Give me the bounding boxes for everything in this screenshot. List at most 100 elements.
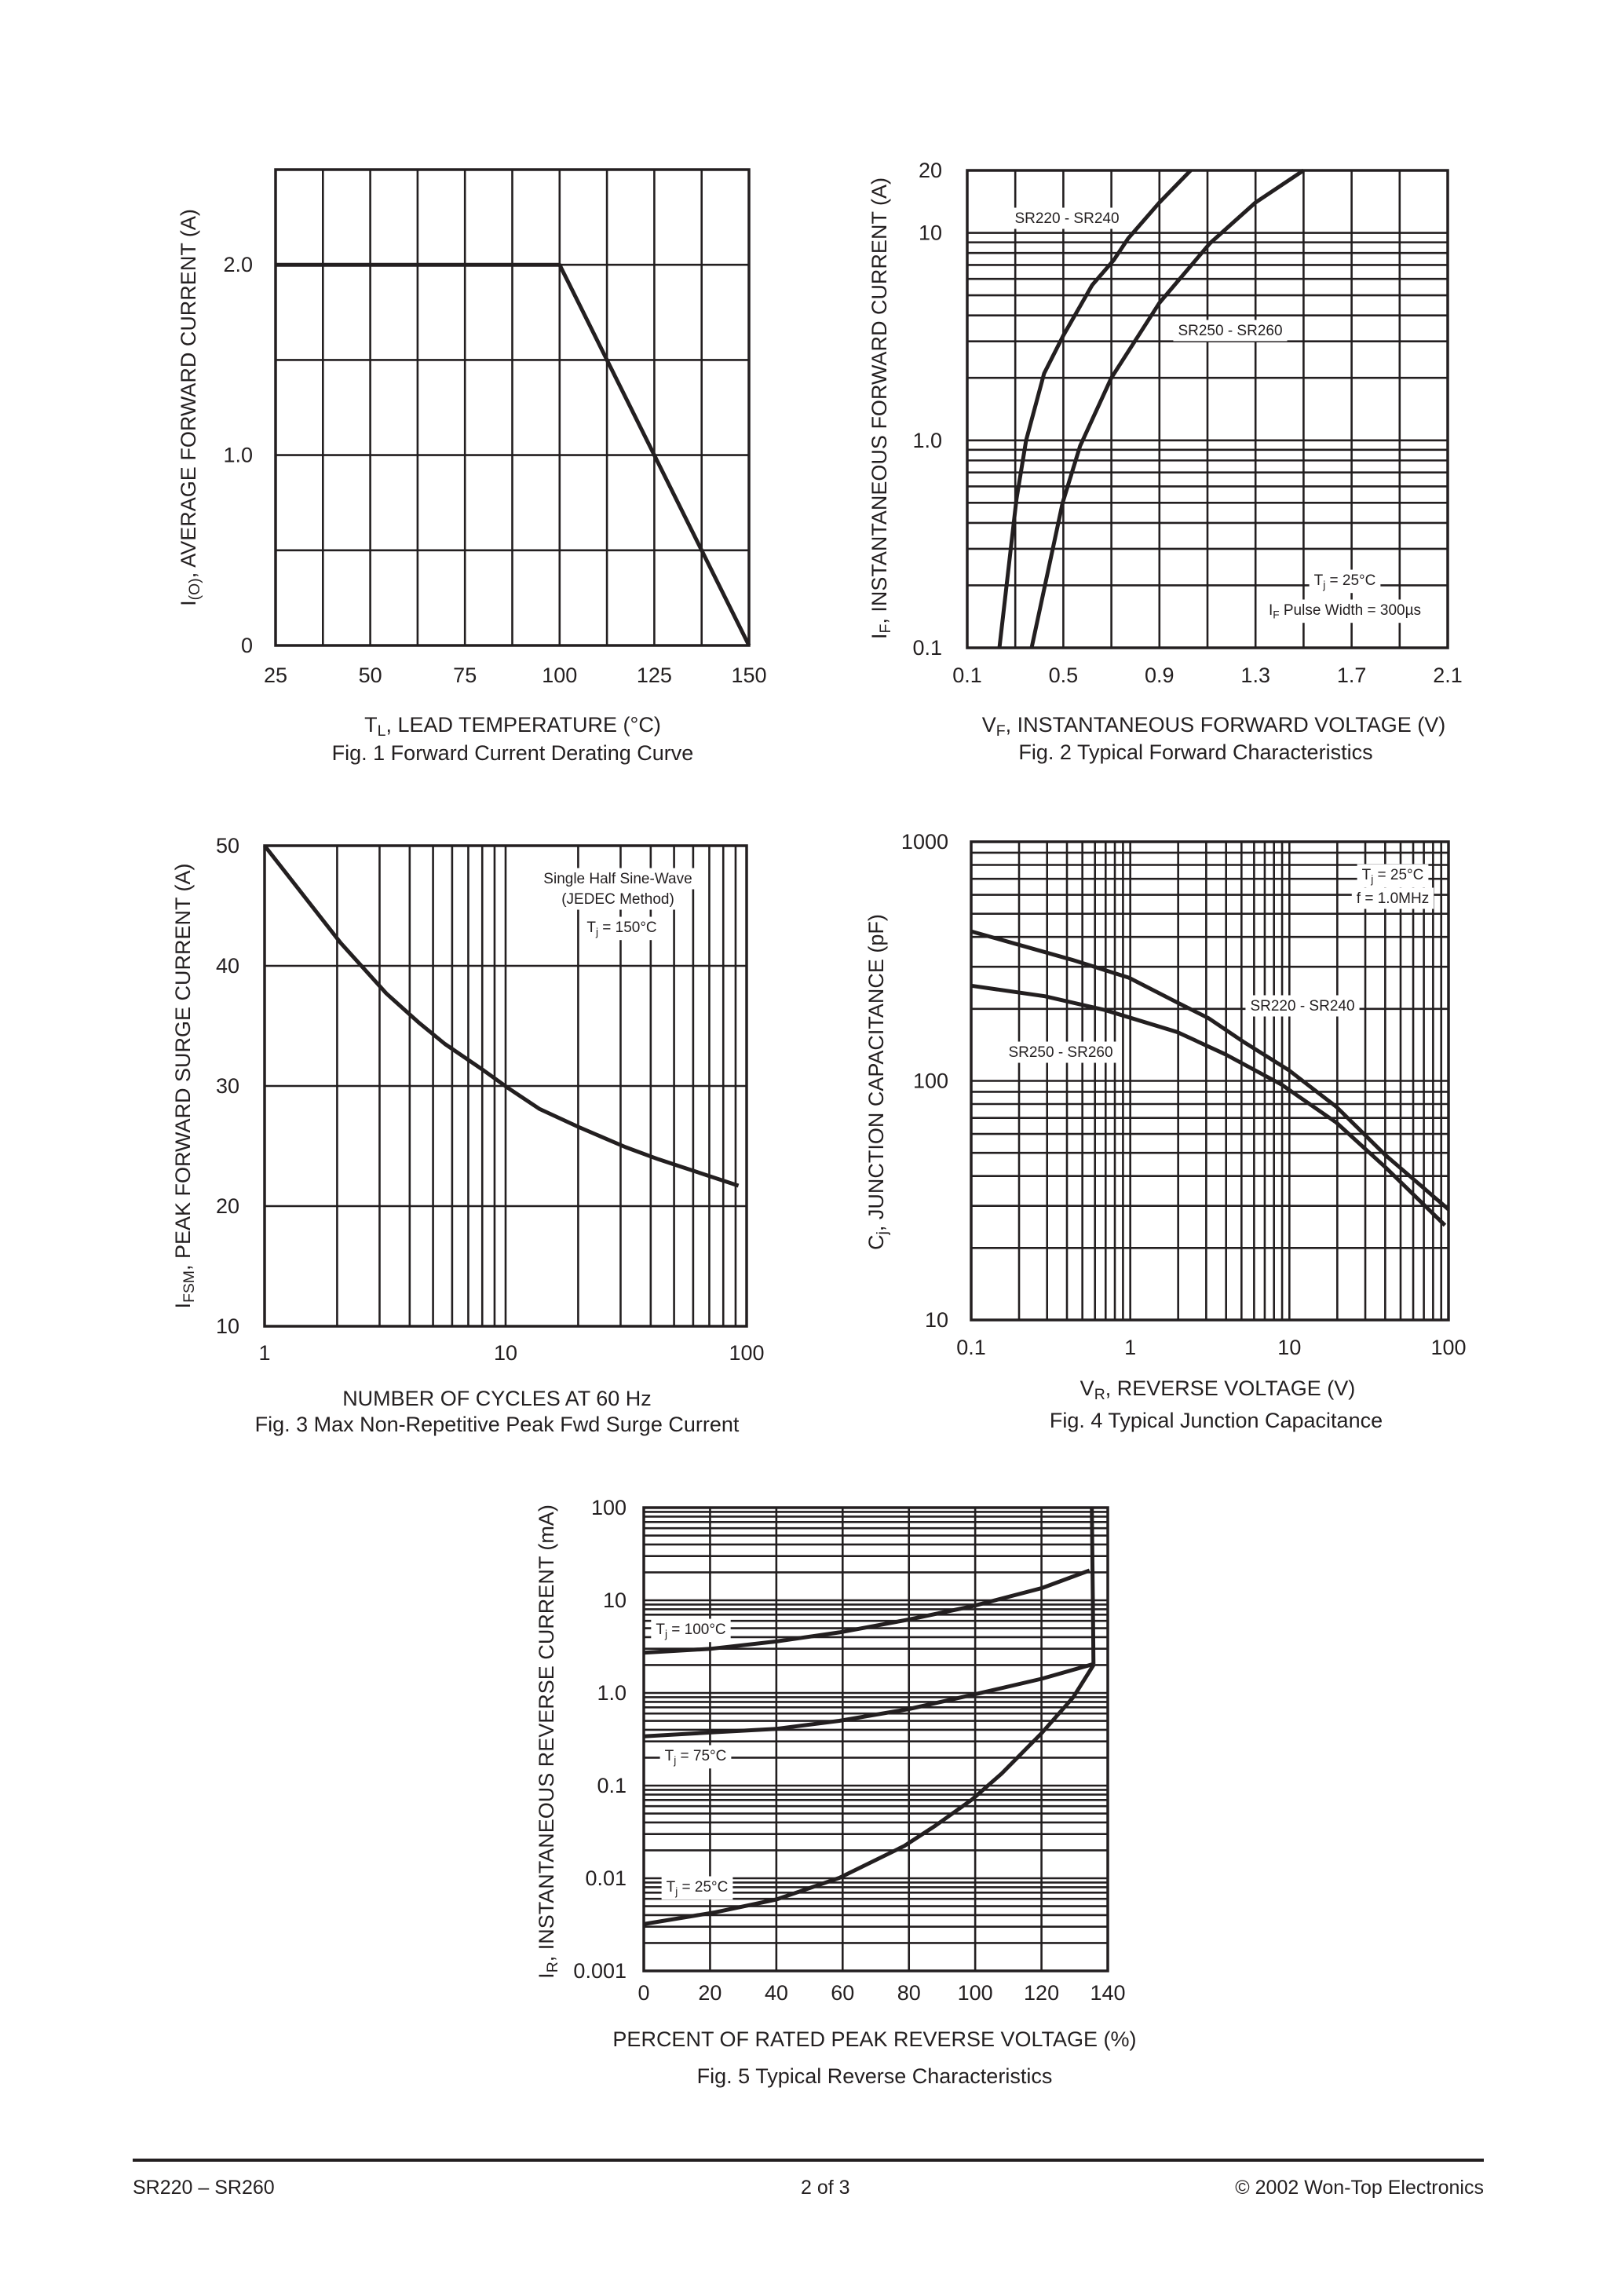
grid	[274, 168, 751, 647]
y-tick-label: 10	[925, 1308, 948, 1332]
y-tick-label: 1.0	[597, 1681, 627, 1705]
y-axis-label-main: I	[535, 1972, 558, 1979]
y-tick-label: 0.1	[912, 636, 942, 660]
x-tick-label: 120	[1024, 1981, 1059, 2005]
y-axis-label-subscript: (O)	[186, 578, 203, 600]
annotation-label-main: T	[667, 1879, 676, 1896]
annotation-label-main: T	[665, 1748, 674, 1764]
annotation-label-subscript: j	[1322, 579, 1325, 590]
x-axis-label-main: NUMBER OF CYCLES AT 60 Hz	[342, 1387, 652, 1410]
x-tick-label: 100	[542, 664, 577, 687]
y-tick-label: 1.0	[223, 444, 253, 467]
x-tick-label: 25	[264, 664, 287, 687]
annotation-label-main: SR220 - SR240	[1250, 998, 1354, 1015]
x-axis-label-subscript: F	[996, 722, 1006, 740]
annotation-label: Tj = 150°C	[586, 919, 656, 938]
annotation-background	[659, 1745, 732, 1769]
annotation-label: (JEDEC Method)	[561, 891, 674, 908]
chart-fig-1: 25 50 75 100 125 150 0 1.0 2.0 I(O), AVERAGE FORW…	[177, 168, 767, 765]
series-line-sr250-sr260	[970, 983, 1447, 1227]
x-tick-label: 40	[765, 1981, 788, 2005]
x-tick-label: 0.9	[1145, 664, 1174, 687]
x-tick-label: 0.1	[952, 664, 982, 687]
x-axis-label: PERCENT OF RATED PEAK REVERSE VOLTAGE (%…	[612, 2027, 1136, 2051]
y-axis-label: I(O), AVERAGE FORWARD CURRENT (A)	[177, 209, 203, 606]
annotation-label-subscript: F	[1273, 609, 1279, 620]
grid	[970, 840, 1450, 1322]
plot-frame	[966, 169, 1449, 649]
annotation-background	[539, 868, 697, 890]
annotation-label-main: SR220 - SR240	[1014, 210, 1119, 227]
annotation-label-rest: = 25°C	[1325, 572, 1375, 589]
y-axis-label-main: I	[177, 600, 200, 606]
y-tick-label: 2.0	[223, 253, 253, 276]
annotation-background	[557, 888, 679, 910]
y-tick-label: 10	[216, 1314, 239, 1338]
annotation-label: SR250 - SR260	[1178, 323, 1282, 339]
annotation-label-subscript: j	[664, 1628, 667, 1640]
annotation-background	[1263, 599, 1427, 623]
x-tick-label: 125	[637, 664, 672, 687]
series-line-sr220-sr240	[970, 929, 1450, 1212]
chart-fig-3: Single Half Sine-Wave (JEDEC Method) Tj = …	[171, 834, 765, 1436]
x-tick-label: 100	[729, 1341, 764, 1365]
y-tick-label: 10	[603, 1589, 627, 1612]
series-line-derating	[276, 262, 751, 647]
x-tick-label: 10	[1277, 1336, 1301, 1359]
figure-caption: Fig. 5 Typical Reverse Characteristics	[697, 2064, 1053, 2088]
annotation-label-main: (JEDEC Method)	[561, 891, 674, 908]
y-axis-label-rest: , INSTANTANEOUS FORWARD CURRENT (A)	[868, 177, 891, 624]
annotation-label-rest: = 100°C	[667, 1621, 726, 1638]
annotation-label-rest: = 25°C	[678, 1879, 728, 1896]
annotation-background	[1309, 569, 1381, 594]
series-line-tj-100-c	[643, 1568, 1090, 1655]
annotation-background	[1010, 207, 1124, 229]
annotation-label-rest: Pulse Width = 300µs	[1280, 602, 1421, 619]
y-tick-label: 30	[216, 1074, 239, 1098]
x-tick-label: 0.1	[956, 1336, 986, 1359]
annotation-label-main: T	[586, 919, 596, 936]
plot-frame	[642, 1506, 1109, 1972]
series-line-ifsm	[263, 844, 740, 1188]
annotation-background	[1245, 995, 1360, 1017]
x-axis-label-subscript: R	[1094, 1386, 1105, 1403]
figure-caption: Fig. 1 Forward Current Derating Curve	[332, 741, 694, 765]
annotation-label-rest: = 25°C	[1373, 867, 1423, 883]
annotation-background	[1173, 320, 1288, 342]
annotation-label: IF Pulse Width = 300µs	[1269, 602, 1421, 621]
footer-part-number: SR220 – SR260	[133, 2177, 275, 2199]
x-tick-label: 2.1	[1433, 664, 1463, 687]
y-axis-label-rest: , AVERAGE FORWARD CURRENT (A)	[177, 209, 200, 578]
x-tick-label: 150	[731, 664, 766, 687]
figure-caption: Fig. 4 Typical Junction Capacitance	[1050, 1409, 1383, 1432]
annotation-label-subscript: j	[673, 1754, 676, 1766]
y-tick-label: 20	[216, 1194, 239, 1218]
y-axis-label-rest: , JUNCTION CAPACITANCE (pF)	[864, 914, 888, 1231]
x-tick-label: 1	[1124, 1336, 1136, 1359]
x-tick-label: 0.5	[1049, 664, 1079, 687]
x-tick-label: 1.3	[1240, 664, 1270, 687]
x-tick-label: 140	[1090, 1981, 1125, 2005]
footer-copyright: © 2002 Won-Top Electronics	[1235, 2177, 1484, 2199]
x-axis-label: NUMBER OF CYCLES AT 60 Hz	[342, 1387, 652, 1410]
y-tick-label: 0.001	[573, 1959, 627, 1983]
y-axis-label-rest: , INSTANTANEOUS REVERSE CURRENT (mA)	[535, 1504, 558, 1961]
x-axis-label: TL, LEAD TEMPERATURE (°C)	[364, 713, 661, 740]
plot-frame	[274, 168, 751, 647]
x-axis-label-rest: , REVERSE VOLTAGE (V)	[1105, 1377, 1356, 1400]
x-tick-label: 50	[359, 664, 382, 687]
x-tick-label: 1.7	[1337, 664, 1367, 687]
x-axis-label-main: V	[1080, 1377, 1094, 1400]
y-axis-label-subscript: FSM	[181, 1270, 198, 1303]
annotation-label-main: SR250 - SR260	[1008, 1044, 1112, 1061]
y-axis-label-main: I	[171, 1303, 195, 1309]
y-axis-label: IR, INSTANTANEOUS REVERSE CURRENT (mA)	[535, 1504, 561, 1979]
x-tick-label: 100	[958, 1981, 993, 2005]
x-tick-label: 10	[494, 1341, 517, 1365]
footer-page-number: 2 of 3	[801, 2177, 850, 2199]
y-axis-label-main: I	[868, 633, 891, 639]
x-axis-label-subscript: L	[378, 722, 386, 740]
series-line-tj-75-c	[643, 1662, 1094, 1738]
annotation-label: Tj = 25°C	[1314, 572, 1376, 591]
